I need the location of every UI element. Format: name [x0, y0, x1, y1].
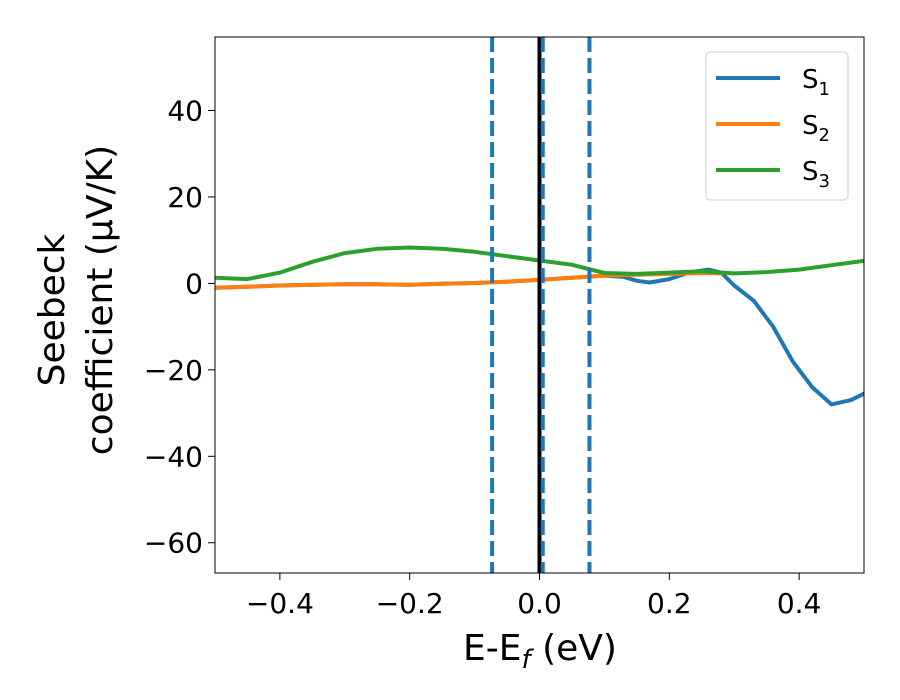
y-tick-label: 0 [185, 267, 203, 300]
x-tick-label: −0.2 [376, 587, 444, 620]
legend-label-s1: S1 [802, 65, 830, 100]
legend-label-s2: S2 [802, 111, 830, 146]
legend: S1 S2 S3 [705, 51, 849, 201]
y-tick-label: −20 [144, 354, 203, 387]
y-axis-label-line2: coefficient (μV/K) [80, 145, 121, 455]
vline-layer [490, 37, 592, 573]
x-axis-label-unit: (eV) [531, 628, 617, 669]
x-axis-label: E-Ef (eV) [463, 628, 617, 675]
legend-label-s3: S3 [802, 157, 830, 192]
y-tick-label: 20 [167, 181, 203, 214]
x-tick-label: −0.4 [246, 587, 314, 620]
x-tick-label: 0.2 [647, 587, 692, 620]
x-tick-label: 0.0 [517, 587, 562, 620]
x-tick-label: 0.4 [777, 587, 822, 620]
y-tick-label: −60 [144, 527, 203, 560]
y-tick-label: −40 [144, 440, 203, 473]
y-axis-label-line1: Seebeck [32, 233, 73, 386]
x-axis-label-main: E-E [463, 628, 521, 669]
y-axis-label: Seebeck coefficient (μV/K) [32, 145, 121, 455]
x-axis-ticks: −0.4 −0.2 0.0 0.2 0.4 [246, 573, 821, 620]
y-tick-label: 40 [167, 94, 203, 127]
y-axis-ticks: 40 20 0 −20 −40 −60 [144, 94, 215, 560]
